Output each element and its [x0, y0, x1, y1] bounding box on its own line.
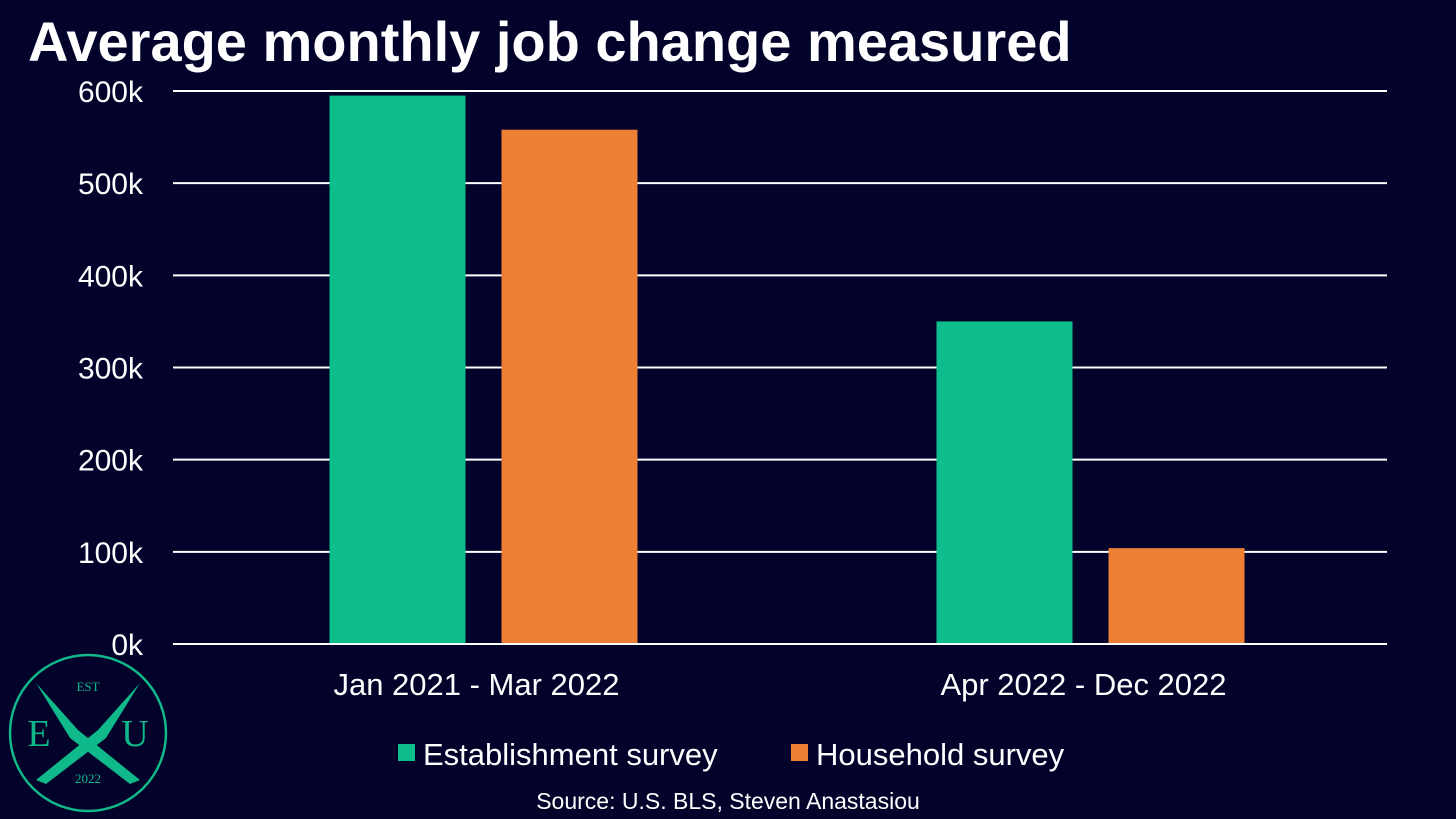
source-note: Source: U.S. BLS, Steven Anastasiou: [536, 788, 920, 814]
x-category-label: Jan 2021 - Mar 2022: [333, 667, 619, 702]
brand-logo: EST E X U 2022: [8, 653, 168, 813]
chart-title: Average monthly job change measured: [28, 10, 1072, 73]
legend-label: Household survey: [816, 737, 1065, 772]
y-tick-label: 0k: [111, 629, 144, 662]
legend-label: Establishment survey: [423, 737, 718, 772]
logo-letter-e: E: [27, 713, 50, 755]
y-axis-ticks: 0k 100k 200k 300k 400k 500k 600k: [78, 76, 144, 662]
bar-establishment-2: [936, 321, 1073, 644]
y-tick-label: 100k: [78, 537, 144, 570]
logo-x-stroke-a: [36, 683, 140, 784]
bar-household-1: [501, 129, 638, 644]
logo-est-text: EST: [76, 679, 99, 694]
logo-year-text: 2022: [75, 771, 101, 786]
y-tick-label: 400k: [78, 260, 144, 293]
y-tick-label: 500k: [78, 168, 144, 201]
legend-swatch: [791, 744, 808, 761]
x-category-label: Apr 2022 - Dec 2022: [940, 667, 1226, 702]
bars: [173, 95, 1387, 645]
y-tick-label: 200k: [78, 445, 144, 478]
legend: Establishment survey Household survey: [398, 737, 1065, 772]
y-tick-label: 600k: [78, 76, 144, 109]
bar-household-2: [1108, 548, 1245, 644]
x-axis-categories: Jan 2021 - Mar 2022 Apr 2022 - Dec 2022: [333, 667, 1226, 702]
logo-ring: [8, 653, 168, 813]
logo-letter-u: U: [121, 713, 148, 755]
y-tick-label: 300k: [78, 353, 144, 386]
bar-establishment-1: [329, 95, 466, 644]
legend-swatch: [398, 744, 415, 761]
logo-x-stroke-b: [36, 683, 140, 784]
